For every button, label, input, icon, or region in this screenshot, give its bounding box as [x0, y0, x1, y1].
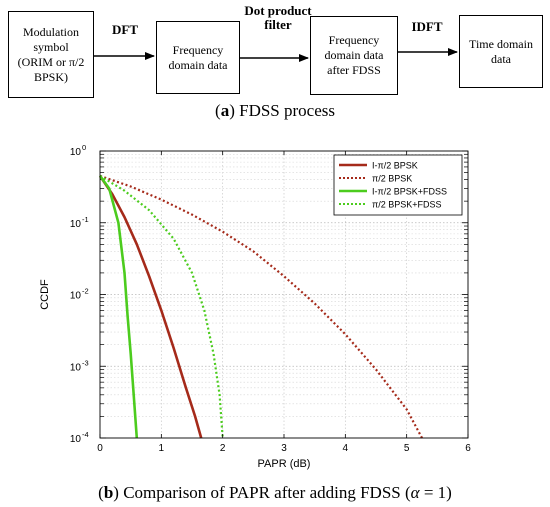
dot-product-filter-label: Dot product filter: [228, 4, 328, 32]
y-tick-label: 10: [70, 291, 82, 302]
x-tick-label: 3: [281, 443, 287, 454]
box-text-line: Frequency: [172, 42, 224, 57]
box-text-line: after FDSS: [327, 63, 381, 77]
x-tick-label: 6: [465, 443, 471, 454]
y-tick-exponent: 0: [82, 143, 86, 152]
arrow-label-line: IDFT: [411, 19, 443, 34]
caption-a-text: FDSS process: [234, 101, 335, 120]
caption-b-text: Comparison of PAPR after adding FDSS (: [118, 483, 411, 502]
caption-a: (a) FDSS process: [215, 101, 335, 120]
y-tick-exponent: -4: [82, 430, 89, 439]
legend-label: I-π/2 BPSK+FDSS: [372, 187, 447, 197]
caption-b-alpha: α: [410, 483, 420, 502]
box-text-line: Time domain: [469, 36, 533, 51]
y-tick-exponent: -2: [82, 287, 89, 296]
arrow-label-line: DFT: [112, 22, 138, 37]
box-text-line: Modulation: [22, 24, 79, 39]
series-line: [99, 174, 224, 439]
caption-b: (b) Comparison of PAPR after adding FDSS…: [98, 483, 452, 502]
y-tick-label: 10: [70, 147, 82, 158]
box-text-line: BPSK): [33, 69, 68, 84]
series-line: [98, 175, 139, 439]
y-tick-label: 10: [70, 219, 82, 230]
y-tick-label: 10: [70, 362, 82, 373]
series-line: [98, 175, 203, 439]
x-tick-label: 5: [404, 443, 410, 454]
x-tick-label: 0: [97, 443, 103, 454]
box-text-line: symbol: [33, 39, 69, 54]
box-text-line: Frequency: [328, 33, 380, 47]
y-axis-label: CCDF: [39, 279, 51, 310]
x-tick-label: 4: [343, 443, 349, 454]
y-tick-exponent: -3: [82, 358, 89, 367]
frequency-domain-box: Frequency domain data: [156, 21, 240, 94]
box-text-line: data: [491, 51, 511, 66]
y-tick-label: 10: [70, 434, 82, 445]
legend-label: π/2 BPSK: [372, 174, 412, 184]
dft-label: DFT: [100, 23, 150, 37]
idft-label: IDFT: [402, 20, 452, 34]
arrow-label-line: Dot product: [244, 3, 312, 18]
box-text-line: (ORIM or π/2: [17, 54, 85, 69]
x-tick-label: 2: [220, 443, 226, 454]
box-text-line: domain data: [168, 57, 228, 72]
x-tick-label: 1: [159, 443, 165, 454]
box-text-line: domain data: [324, 48, 384, 62]
y-tick-exponent: -1: [82, 215, 89, 224]
modulation-symbol-box: Modulation symbol (ORIM or π/2 BPSK): [8, 11, 94, 98]
legend-label: I-π/2 BPSK: [372, 161, 418, 171]
arrow-label-line: filter: [264, 17, 292, 32]
caption-b-letter: b: [103, 483, 114, 502]
x-axis-label: PAPR (dB): [258, 458, 311, 470]
time-domain-box: Time domain data: [459, 15, 543, 88]
caption-b-rest: = 1): [419, 483, 452, 502]
legend-label: π/2 BPSK+FDSS: [372, 200, 442, 210]
flow-arrows: [94, 48, 458, 62]
caption-a-letter: a: [220, 101, 230, 120]
frequency-after-fdss-box: Frequency domain data after FDSS: [310, 16, 398, 95]
series-line: [99, 174, 423, 439]
